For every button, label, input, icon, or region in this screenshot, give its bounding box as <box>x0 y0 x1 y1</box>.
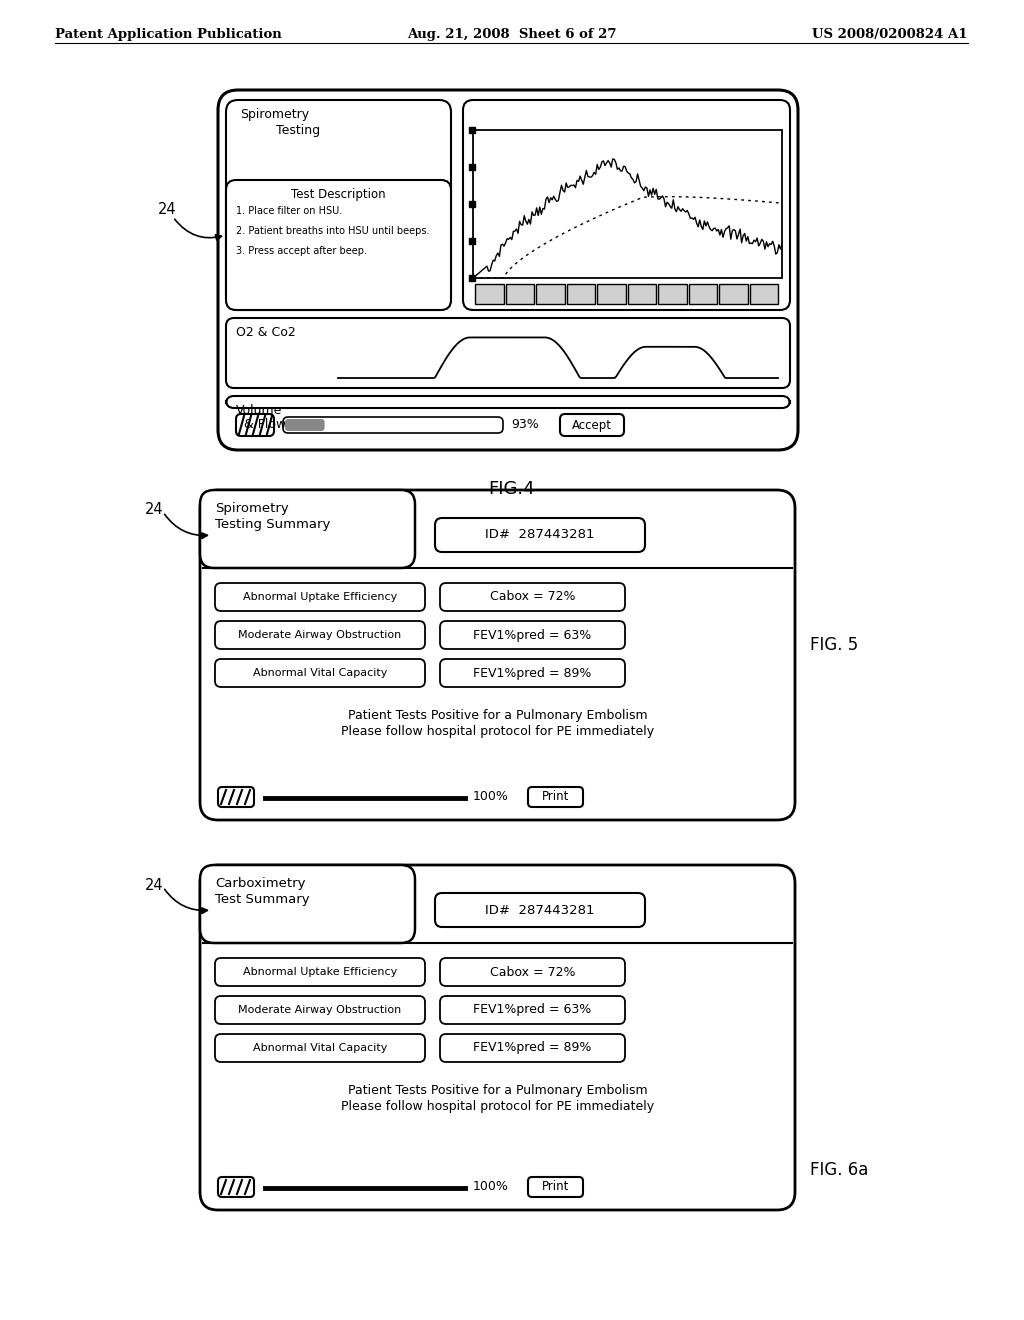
Text: Moderate Airway Obstruction: Moderate Airway Obstruction <box>239 630 401 640</box>
Text: Test Summary: Test Summary <box>215 894 309 906</box>
Bar <box>473 129 782 279</box>
Text: FEV1%pred = 63%: FEV1%pred = 63% <box>473 1003 592 1016</box>
FancyBboxPatch shape <box>200 490 795 820</box>
Text: 24: 24 <box>158 202 176 218</box>
Bar <box>506 284 534 304</box>
Text: Patient Tests Positive for a Pulmonary Embolism: Patient Tests Positive for a Pulmonary E… <box>348 1084 647 1097</box>
Bar <box>566 284 595 304</box>
FancyBboxPatch shape <box>200 865 415 942</box>
Text: Print: Print <box>542 1180 569 1193</box>
FancyBboxPatch shape <box>528 787 583 807</box>
FancyBboxPatch shape <box>226 100 451 310</box>
FancyBboxPatch shape <box>215 659 425 686</box>
Text: Testing: Testing <box>276 124 321 137</box>
Text: 93%: 93% <box>511 418 539 432</box>
Bar <box>750 284 778 304</box>
Text: FIG. 6a: FIG. 6a <box>810 1162 868 1179</box>
Text: Please follow hospital protocol for PE immediately: Please follow hospital protocol for PE i… <box>341 1100 654 1113</box>
Text: Abnormal Vital Capacity: Abnormal Vital Capacity <box>253 668 387 678</box>
Text: Abnormal Uptake Efficiency: Abnormal Uptake Efficiency <box>243 968 397 977</box>
Text: FEV1%pred = 89%: FEV1%pred = 89% <box>473 667 592 680</box>
Text: Abnormal Vital Capacity: Abnormal Vital Capacity <box>253 1043 387 1053</box>
Text: US 2008/0200824 A1: US 2008/0200824 A1 <box>812 28 968 41</box>
FancyBboxPatch shape <box>218 90 798 450</box>
Text: Accept: Accept <box>572 418 612 432</box>
Text: ID#  287443281: ID# 287443281 <box>485 528 595 541</box>
Text: O2 & Co2: O2 & Co2 <box>236 326 296 339</box>
Text: Spirometry: Spirometry <box>240 108 309 121</box>
Text: Cabox = 72%: Cabox = 72% <box>489 590 575 603</box>
FancyBboxPatch shape <box>435 894 645 927</box>
Text: Patient Tests Positive for a Pulmonary Embolism: Patient Tests Positive for a Pulmonary E… <box>348 709 647 722</box>
Text: Testing Summary: Testing Summary <box>215 517 331 531</box>
FancyBboxPatch shape <box>226 180 451 310</box>
FancyBboxPatch shape <box>435 517 645 552</box>
Text: FEV1%pred = 89%: FEV1%pred = 89% <box>473 1041 592 1055</box>
Text: 24: 24 <box>145 878 164 892</box>
FancyBboxPatch shape <box>215 1034 425 1063</box>
Text: 2. Patient breaths into HSU until beeps.: 2. Patient breaths into HSU until beeps. <box>236 226 429 236</box>
FancyBboxPatch shape <box>200 490 415 568</box>
FancyBboxPatch shape <box>226 396 790 408</box>
Text: Patent Application Publication: Patent Application Publication <box>55 28 282 41</box>
FancyBboxPatch shape <box>440 997 625 1024</box>
Text: FEV1%pred = 63%: FEV1%pred = 63% <box>473 628 592 642</box>
Text: Aug. 21, 2008  Sheet 6 of 27: Aug. 21, 2008 Sheet 6 of 27 <box>408 28 616 41</box>
Text: ID#  287443281: ID# 287443281 <box>485 903 595 916</box>
Text: 24: 24 <box>145 503 164 517</box>
Text: Please follow hospital protocol for PE immediately: Please follow hospital protocol for PE i… <box>341 725 654 738</box>
Text: Cabox = 72%: Cabox = 72% <box>489 965 575 978</box>
FancyBboxPatch shape <box>440 583 625 611</box>
Text: FIG.4: FIG.4 <box>488 480 536 498</box>
FancyBboxPatch shape <box>215 958 425 986</box>
Text: Print: Print <box>542 791 569 804</box>
FancyBboxPatch shape <box>215 620 425 649</box>
Text: Moderate Airway Obstruction: Moderate Airway Obstruction <box>239 1005 401 1015</box>
FancyBboxPatch shape <box>215 583 425 611</box>
Text: FIG. 5: FIG. 5 <box>810 636 858 653</box>
FancyBboxPatch shape <box>218 1177 254 1197</box>
Bar <box>719 284 748 304</box>
Bar <box>688 284 717 304</box>
FancyBboxPatch shape <box>463 100 790 310</box>
FancyBboxPatch shape <box>236 414 274 436</box>
FancyBboxPatch shape <box>200 865 795 1210</box>
Text: Carboximetry: Carboximetry <box>215 876 305 890</box>
Bar <box>475 284 504 304</box>
Text: Volume: Volume <box>236 404 283 417</box>
Text: Abnormal Uptake Efficiency: Abnormal Uptake Efficiency <box>243 591 397 602</box>
Bar <box>536 284 564 304</box>
FancyBboxPatch shape <box>226 318 790 388</box>
FancyBboxPatch shape <box>440 659 625 686</box>
Text: 1. Place filter on HSU.: 1. Place filter on HSU. <box>236 206 342 216</box>
Text: 3. Press accept after beep.: 3. Press accept after beep. <box>236 246 367 256</box>
FancyBboxPatch shape <box>285 418 325 432</box>
Bar <box>597 284 626 304</box>
FancyBboxPatch shape <box>440 1034 625 1063</box>
FancyBboxPatch shape <box>218 787 254 807</box>
FancyBboxPatch shape <box>560 414 624 436</box>
FancyBboxPatch shape <box>440 620 625 649</box>
Text: 100%: 100% <box>473 791 509 804</box>
FancyBboxPatch shape <box>440 958 625 986</box>
FancyBboxPatch shape <box>283 417 503 433</box>
Bar <box>658 284 686 304</box>
FancyBboxPatch shape <box>215 997 425 1024</box>
FancyBboxPatch shape <box>528 1177 583 1197</box>
Text: Spirometry: Spirometry <box>215 502 289 515</box>
Text: & Flow: & Flow <box>236 418 287 432</box>
Bar <box>628 284 656 304</box>
Text: 100%: 100% <box>473 1180 509 1193</box>
Text: Test Description: Test Description <box>291 187 386 201</box>
